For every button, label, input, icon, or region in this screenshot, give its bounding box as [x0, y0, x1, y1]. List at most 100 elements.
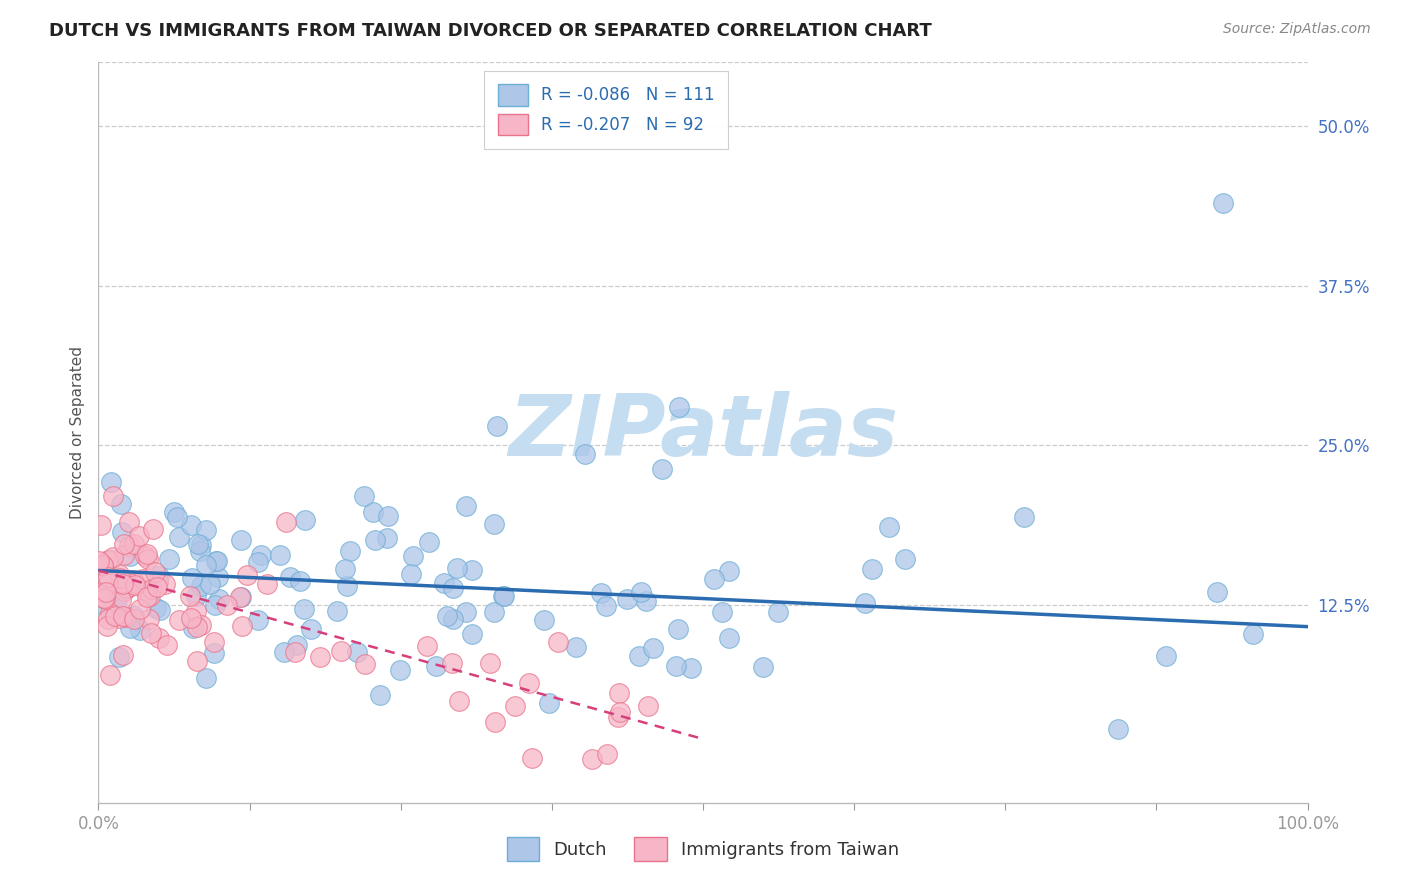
- Point: [609, 705, 631, 719]
- Point: [681, 661, 703, 675]
- Point: [346, 645, 368, 659]
- Point: [157, 552, 180, 566]
- Point: [98, 668, 121, 682]
- Point: [110, 497, 132, 511]
- Point: [143, 565, 166, 579]
- Point: [186, 620, 208, 634]
- Point: [333, 562, 356, 576]
- Point: [107, 650, 129, 665]
- Point: [717, 631, 740, 645]
- Point: [339, 544, 361, 558]
- Point: [148, 574, 170, 589]
- Point: [124, 576, 146, 591]
- Point: [190, 618, 212, 632]
- Point: [399, 566, 422, 581]
- Point: [184, 604, 207, 618]
- Point: [284, 645, 307, 659]
- Point: [124, 578, 146, 592]
- Point: [377, 509, 399, 524]
- Point: [486, 419, 509, 434]
- Point: [138, 551, 160, 566]
- Point: [353, 489, 375, 503]
- Point: [101, 550, 124, 565]
- Point: [433, 576, 456, 591]
- Point: [446, 561, 468, 575]
- Point: [202, 646, 225, 660]
- Point: [194, 523, 217, 537]
- Point: [153, 577, 176, 591]
- Point: [98, 606, 121, 620]
- Point: [134, 549, 156, 564]
- Point: [138, 589, 160, 603]
- Point: [596, 747, 619, 761]
- Point: [120, 549, 142, 564]
- Point: [134, 582, 156, 597]
- Point: [98, 553, 121, 567]
- Point: [236, 567, 259, 582]
- Point: [90, 517, 112, 532]
- Point: [651, 461, 673, 475]
- Point: [115, 582, 138, 596]
- Point: [711, 605, 734, 619]
- Point: [97, 576, 120, 591]
- Point: [228, 591, 250, 605]
- Point: [142, 522, 165, 536]
- Point: [105, 591, 128, 606]
- Point: [1154, 648, 1177, 663]
- Point: [122, 609, 145, 624]
- Point: [425, 658, 447, 673]
- Point: [1012, 510, 1035, 524]
- Point: [112, 577, 135, 591]
- Point: [148, 569, 170, 583]
- Point: [862, 562, 884, 576]
- Point: [894, 552, 917, 566]
- Point: [87, 554, 110, 568]
- Point: [112, 609, 135, 624]
- Point: [766, 605, 789, 619]
- Point: [492, 589, 515, 603]
- Point: [1206, 585, 1229, 599]
- Point: [616, 592, 638, 607]
- Point: [108, 611, 131, 625]
- Point: [354, 657, 377, 671]
- Point: [441, 581, 464, 595]
- Point: [91, 597, 114, 611]
- Point: [643, 640, 665, 655]
- Point: [273, 645, 295, 659]
- Point: [537, 696, 560, 710]
- Point: [101, 490, 124, 504]
- Point: [564, 640, 586, 655]
- Point: [484, 715, 506, 730]
- Point: [460, 562, 482, 576]
- Point: [156, 639, 179, 653]
- Point: [136, 547, 159, 561]
- Point: [179, 589, 201, 603]
- Point: [574, 447, 596, 461]
- Point: [436, 609, 458, 624]
- Point: [1241, 627, 1264, 641]
- Point: [118, 515, 141, 529]
- Point: [415, 639, 437, 653]
- Point: [294, 513, 316, 527]
- Point: [162, 505, 184, 519]
- Point: [208, 591, 231, 606]
- Point: [285, 638, 308, 652]
- Point: [441, 612, 464, 626]
- Point: [1107, 722, 1129, 736]
- Point: [100, 475, 122, 489]
- Point: [479, 656, 502, 670]
- Point: [190, 579, 212, 593]
- Point: [666, 622, 689, 636]
- Point: [607, 710, 630, 724]
- Point: [145, 601, 167, 615]
- Point: [231, 591, 253, 605]
- Point: [375, 532, 398, 546]
- Point: [122, 573, 145, 587]
- Legend: Dutch, Immigrants from Taiwan: Dutch, Immigrants from Taiwan: [499, 830, 907, 868]
- Point: [454, 499, 477, 513]
- Point: [482, 516, 505, 531]
- Point: [853, 596, 876, 610]
- Point: [309, 649, 332, 664]
- Point: [217, 598, 239, 612]
- Point: [149, 603, 172, 617]
